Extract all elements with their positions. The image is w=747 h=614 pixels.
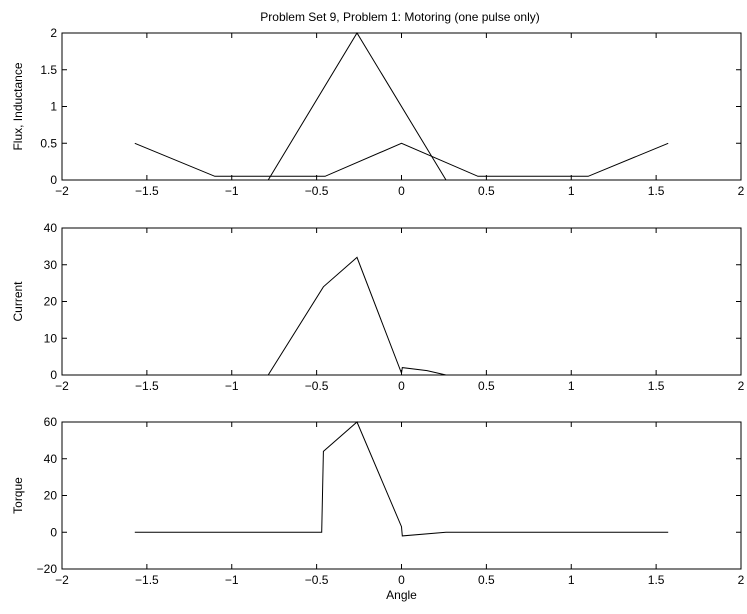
x-tick-label: 1	[568, 379, 575, 393]
y-tick-label: 60	[44, 415, 58, 429]
x-axis-label: Angle	[386, 588, 417, 602]
series-line-current-1	[267, 256, 669, 376]
y-tick-label: 40	[44, 221, 58, 235]
figure-title: Problem Set 9, Problem 1: Motoring (one …	[260, 10, 539, 24]
y-tick-label: 20	[44, 489, 58, 503]
x-tick-label: −0.5	[305, 379, 329, 393]
x-tick-label: −1	[225, 184, 239, 198]
x-tick-label: 1	[568, 184, 575, 198]
y-axis-label: Flux, Inductance	[11, 62, 25, 150]
x-tick-label: −2	[55, 573, 69, 587]
x-tick-label: −0.5	[305, 573, 329, 587]
y-tick-label: 20	[44, 295, 58, 309]
subplot-torque: −2 −1.5 −1 −0.5 0 0.5 1 1.5 2 −20 0 20 40 60 Torque Ang…	[11, 415, 745, 602]
y-tick-label: 0.5	[40, 136, 57, 150]
x-tick-label: 1.5	[648, 379, 665, 393]
y-axis-label: Torque	[11, 477, 25, 514]
x-tick-label: −1	[225, 379, 239, 393]
y-tick-label: 2	[50, 26, 57, 40]
x-tick-label: 0.5	[478, 573, 495, 587]
x-tick-label: 0	[398, 184, 405, 198]
y-tick-label: 0	[50, 173, 57, 187]
y-tick-label: 10	[44, 331, 58, 345]
y-tick-label: 0	[50, 368, 57, 382]
x-tick-label: −1.5	[135, 573, 159, 587]
series-line-flux-inductance-1	[134, 142, 669, 177]
x-tick-label: 2	[738, 184, 745, 198]
y-tick-label: 30	[44, 258, 58, 272]
y-tick-label: 0	[50, 525, 57, 539]
x-tick-label: 1	[568, 573, 575, 587]
x-tick-label: −0.5	[305, 184, 329, 198]
x-tick-label: −1	[225, 573, 239, 587]
x-tick-label: −1.5	[135, 379, 159, 393]
x-tick-label: 2	[738, 573, 745, 587]
x-tick-label: −2	[55, 379, 69, 393]
x-tick-label: 2	[738, 379, 745, 393]
x-tick-label: 0.5	[478, 184, 495, 198]
x-tick-label: 1.5	[648, 573, 665, 587]
x-tick-label: −1.5	[135, 184, 159, 198]
x-tick-label: 1.5	[648, 184, 665, 198]
y-tick-label: 1.5	[40, 63, 57, 77]
x-tick-label: −2	[55, 184, 69, 198]
subplot-flux-inductance: −2 −1.5 −1 −0.5 0 0.5 1 1.5 2 0 0.5 1 1.5 2 Flux, Indu…	[11, 26, 745, 198]
series-line-torque-1	[134, 421, 669, 537]
y-tick-label: 40	[44, 452, 58, 466]
x-tick-label: 0.5	[478, 379, 495, 393]
y-tick-label: −20	[37, 562, 58, 576]
series-line-flux-inductance-2	[267, 32, 447, 181]
x-tick-label: 0	[398, 379, 405, 393]
x-tick-label: 0	[398, 573, 405, 587]
y-tick-label: 1	[50, 100, 57, 114]
y-axis-label: Current	[11, 281, 25, 322]
